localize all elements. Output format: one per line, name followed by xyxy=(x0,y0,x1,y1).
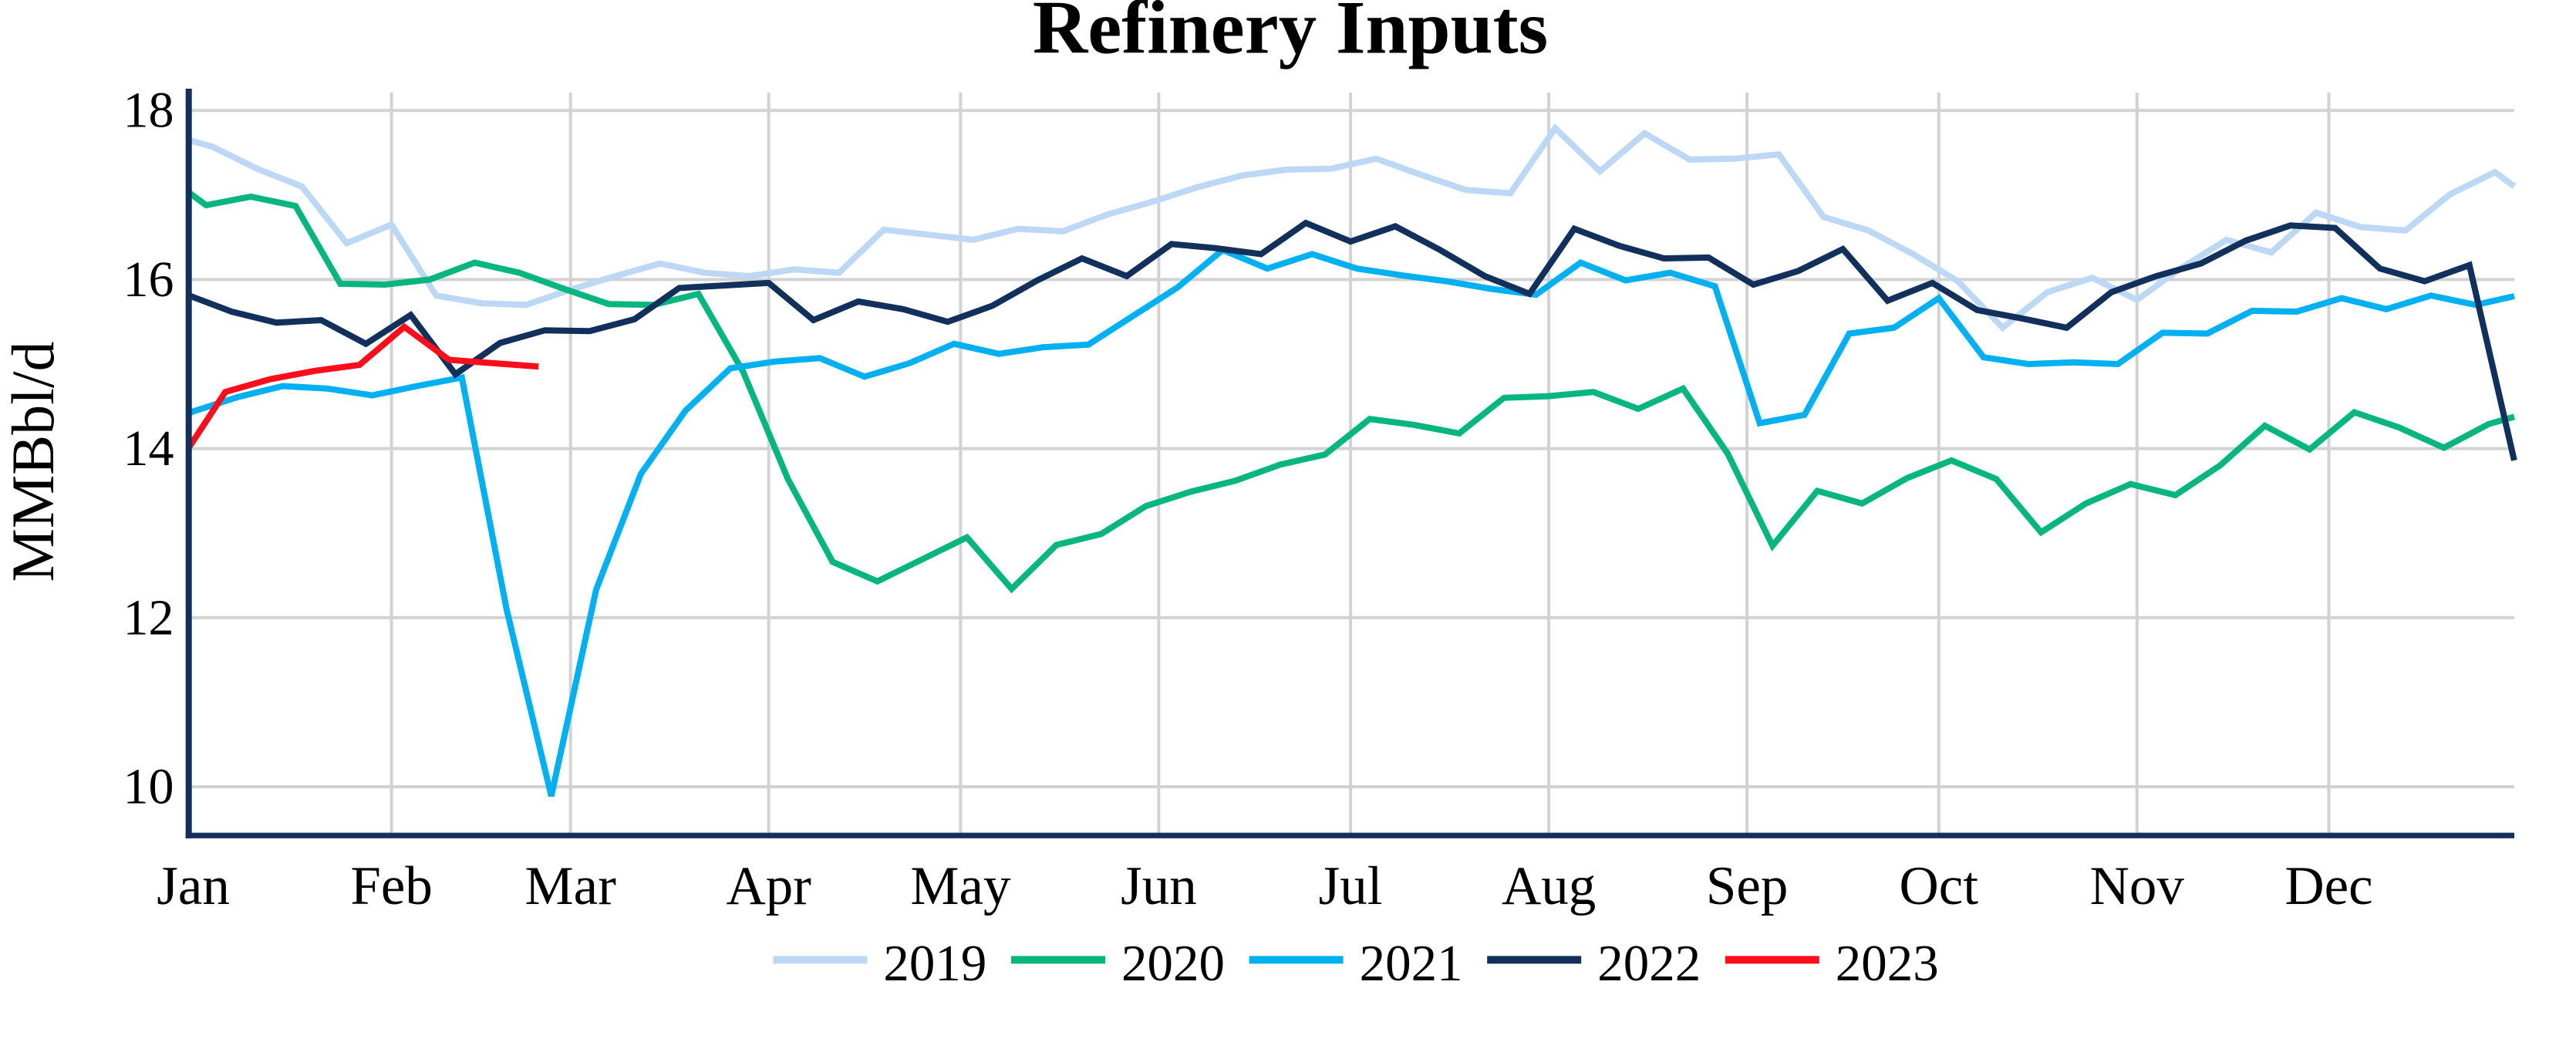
svg-text:Feb: Feb xyxy=(350,856,433,916)
svg-text:Sep: Sep xyxy=(1706,856,1789,916)
svg-text:May: May xyxy=(910,856,1011,916)
svg-text:Dec: Dec xyxy=(2284,856,2372,916)
svg-text:Nov: Nov xyxy=(2090,856,2185,916)
svg-text:10: 10 xyxy=(123,759,174,815)
svg-text:Jul: Jul xyxy=(1319,856,1383,916)
svg-text:2023: 2023 xyxy=(1836,935,1939,992)
svg-text:14: 14 xyxy=(123,420,174,477)
svg-text:Mar: Mar xyxy=(525,856,617,916)
svg-text:2019: 2019 xyxy=(883,935,986,992)
svg-text:Jan: Jan xyxy=(157,856,230,916)
svg-text:Refinery Inputs: Refinery Inputs xyxy=(1033,0,1548,69)
svg-text:16: 16 xyxy=(123,251,174,308)
svg-text:18: 18 xyxy=(123,83,174,139)
svg-text:Apr: Apr xyxy=(726,856,811,916)
svg-text:MMBbl/d: MMBbl/d xyxy=(0,341,66,582)
svg-text:12: 12 xyxy=(123,589,174,646)
svg-text:Aug: Aug xyxy=(1502,856,1596,916)
svg-text:Jun: Jun xyxy=(1121,856,1197,916)
svg-text:2021: 2021 xyxy=(1360,935,1463,992)
svg-text:Oct: Oct xyxy=(1900,856,1979,916)
svg-text:2022: 2022 xyxy=(1597,935,1701,992)
svg-text:2020: 2020 xyxy=(1121,935,1225,992)
